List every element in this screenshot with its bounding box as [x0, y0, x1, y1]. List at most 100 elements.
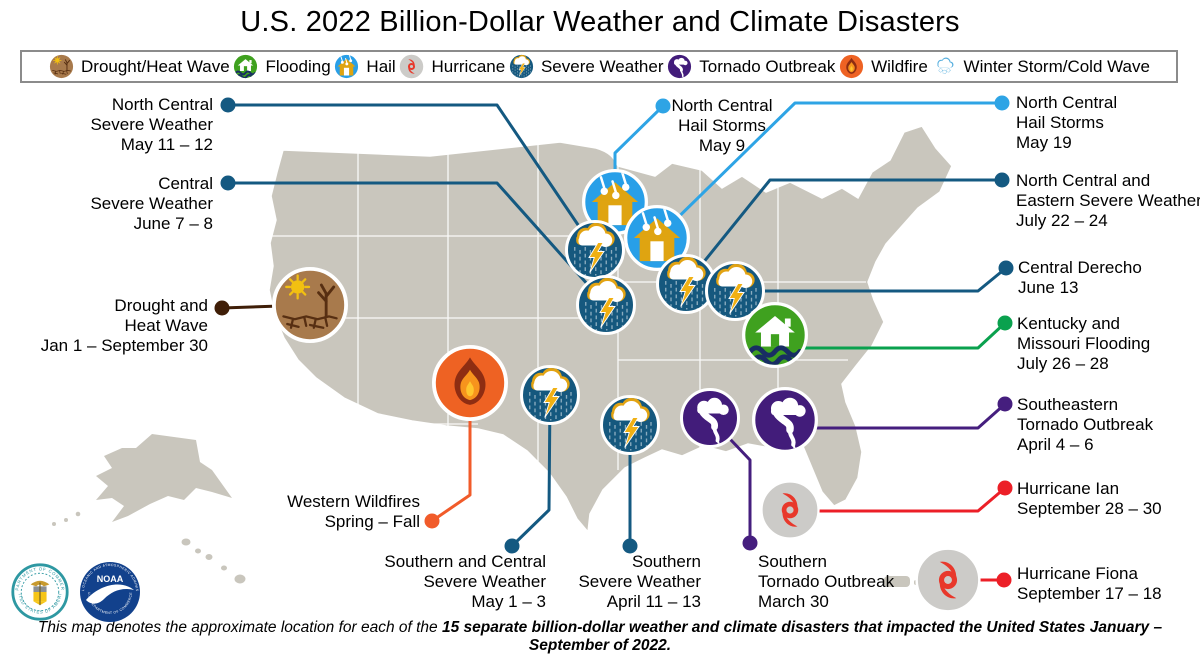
hurricane-icon: [399, 53, 425, 80]
callout-label-line: Severe Weather: [423, 572, 546, 591]
callout-label-line: Hail Storms: [678, 116, 766, 135]
map-caption: This map denotes the approximate locatio…: [0, 619, 1200, 655]
callout-label-line: Severe Weather: [578, 572, 701, 591]
callout-label-line: Hail Storms: [1016, 113, 1104, 132]
legend-label-wildfire: Wildfire: [871, 56, 928, 76]
callout-label-line: May 19: [1016, 133, 1072, 152]
callout-label-sc-severe: Southern and Central Severe Weather May 1 …: [384, 552, 546, 612]
legend-item-winter: Winter Storm/Cold Wave: [931, 53, 1150, 80]
callout-label-line: Southern: [632, 552, 701, 571]
callout-label-line: Missouri Flooding: [1017, 334, 1151, 353]
callout-label-s-tornado: Southern Tornado Outbreak March 30: [758, 552, 894, 612]
legend-item-wildfire: Wildfire: [838, 53, 928, 80]
callout-label-hail-may9: North Central Hail Storms May 9: [572, 96, 872, 156]
callout-label-line: September 28 – 30: [1017, 499, 1162, 518]
callout-dot-central-severe: [220, 175, 236, 191]
legend-label-drought: Drought/Heat Wave: [81, 56, 230, 76]
callout-label-line: North Central and: [1016, 171, 1151, 190]
callout-label-line: Drought and: [114, 296, 208, 315]
agency-logos: DEPARTMENT OF COMMERCE UNITED STATES OF …: [10, 560, 142, 624]
callout-dot-ky-mo-flood: [997, 315, 1013, 331]
legend-label-flooding: Flooding: [265, 56, 331, 76]
flooding-icon: [232, 53, 259, 80]
leader-line-nce-severe: [684, 178, 1004, 286]
callout-label-line: North Central: [111, 95, 213, 114]
winter-icon: [931, 53, 957, 80]
callout-label-line: June 7 – 8: [133, 214, 213, 233]
leader-line-derecho: [733, 266, 1008, 293]
hawaii: [181, 538, 246, 584]
callout-label-line: July 22 – 24: [1016, 211, 1108, 230]
callout-dot-hail-may19: [994, 95, 1010, 111]
callout-label-hurricane-ian: Hurricane Ian September 28 – 30: [1017, 479, 1162, 519]
callout-label-nce-severe: North Central and Eastern Severe Weather J…: [1016, 171, 1200, 231]
callout-dot-se-tornado: [997, 396, 1013, 412]
callout-label-central-severe: Central Severe Weather June 7 – 8: [90, 174, 213, 234]
alaska: [96, 434, 232, 522]
legend-label-tornado: Tornado Outbreak: [699, 56, 836, 76]
callout-label-drought-hw: Drought and Heat Wave Jan 1 – September 30: [41, 296, 208, 356]
callout-label-line: Severe Weather: [90, 115, 213, 134]
callout-label-line: Southern and Central: [384, 552, 546, 571]
aleutian-islands: [52, 511, 81, 526]
legend-bar: Drought/Heat Wave Flooding Hail Hurricane Se…: [20, 50, 1178, 83]
tornado-icon: [666, 53, 693, 80]
drought-icon: [48, 53, 75, 80]
callout-label-line: May 11 – 12: [120, 135, 213, 154]
caption-prefix: This map denotes the approximate locatio…: [37, 619, 442, 636]
callout-label-line: Hurricane Ian: [1017, 479, 1120, 498]
legend-label-hail: Hail: [366, 56, 396, 76]
wildfire-icon: [838, 53, 865, 80]
callout-label-line: Western Wildfires: [287, 492, 420, 511]
legend-label-severe: Severe Weather: [540, 56, 664, 76]
callout-label-line: June 13: [1018, 278, 1079, 297]
callout-label-line: Jan 1 – September 30: [40, 336, 208, 355]
legend-label-winter: Winter Storm/Cold Wave: [963, 56, 1150, 76]
legend-item-hail: Hail: [333, 53, 396, 80]
callout-label-s-severe: Southern Severe Weather April 11 – 13: [578, 552, 701, 612]
callout-label-line: North Central: [1016, 93, 1118, 112]
callout-label-line: September 17 – 18: [1017, 584, 1162, 603]
callout-label-west-wildfires: Western Wildfires Spring – Fall: [287, 492, 420, 532]
leader-line-se-tornado: [783, 402, 1007, 430]
noaa-logo: NATIONAL OCEANIC AND ATMOSPHERIC ADMINIS…: [80, 562, 140, 622]
callout-label-line: Central: [158, 174, 213, 193]
legend-item-flooding: Flooding: [232, 53, 331, 80]
callout-dots: [214, 95, 1014, 588]
callout-label-line: April 4 – 6: [1017, 435, 1094, 454]
leader-line-sc-severe: [510, 393, 552, 548]
callout-dot-nce-severe: [994, 172, 1010, 188]
callout-dot-derecho: [998, 260, 1014, 276]
leader-line-hail-may19: [655, 101, 1004, 240]
legend-item-severe: Severe Weather: [508, 53, 664, 80]
callout-label-line: Southern: [758, 552, 827, 571]
noaa-wordmark: NOAA: [97, 574, 124, 584]
leader-line-hurricane-ian: [788, 486, 1007, 513]
leader-line-nc-severe: [226, 103, 597, 252]
callout-label-line: May 1 – 3: [471, 592, 546, 611]
callout-dot-west-wildfires: [424, 513, 440, 529]
callout-label-line: March 30: [758, 592, 829, 611]
callout-label-line: North Central: [671, 96, 773, 115]
callout-label-line: Heat Wave: [124, 316, 208, 335]
callout-label-line: Tornado Outbreak: [758, 572, 895, 591]
callout-label-line: Severe Weather: [90, 194, 213, 213]
callout-label-line: May 9: [698, 136, 746, 155]
callout-label-line: Spring – Fall: [324, 512, 420, 531]
callout-label-line: April 11 – 13: [606, 592, 701, 611]
callout-label-line: Tornado Outbreak: [1017, 415, 1154, 434]
legend-item-tornado: Tornado Outbreak: [666, 53, 835, 80]
callout-label-line: Kentucky and: [1017, 314, 1121, 333]
legend-label-hurricane: Hurricane: [431, 56, 506, 76]
callout-label-line: Eastern Severe Weather: [1016, 191, 1200, 210]
callout-dot-drought-hw: [214, 300, 230, 316]
callout-dot-hail-may9: [655, 98, 671, 114]
callout-label-line: Central Derecho: [1018, 258, 1142, 277]
callout-label-line: Hurricane Fiona: [1017, 564, 1138, 583]
callout-dot-sc-severe: [504, 538, 520, 554]
caption-bold: 15 separate billion-dollar weather and c…: [441, 619, 1163, 654]
page-title: U.S. 2022 Billion-Dollar Weather and Cli…: [240, 6, 960, 38]
severe-icon: [508, 53, 535, 80]
